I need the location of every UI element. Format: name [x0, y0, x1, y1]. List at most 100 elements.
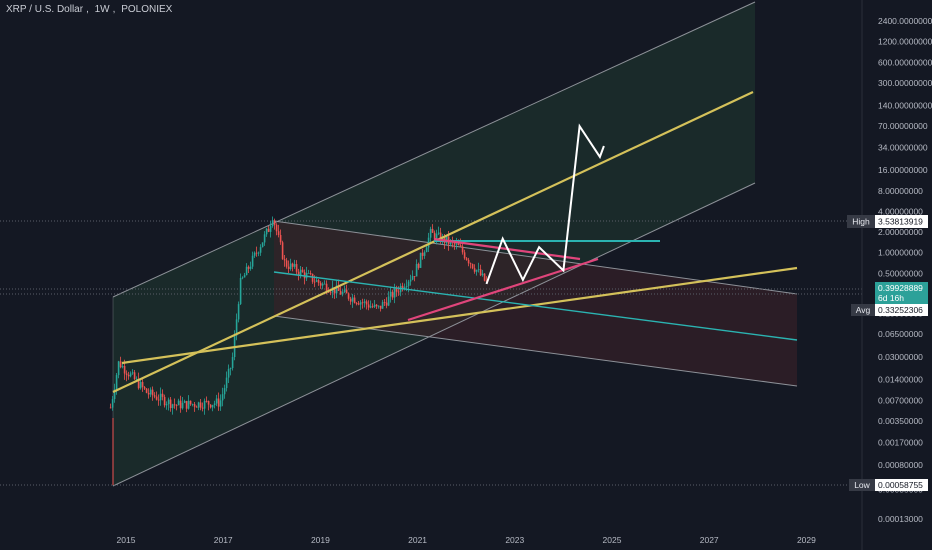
y-tick-label: 0.06500000	[878, 329, 923, 339]
candle-body	[169, 399, 172, 409]
candle-body	[121, 366, 124, 368]
candle-body	[227, 368, 230, 378]
candle-body	[263, 234, 266, 243]
candle-body	[411, 276, 414, 280]
y-tick-label: 600.00000000	[878, 57, 932, 67]
y-tick-label: 0.50000000	[878, 268, 923, 278]
candle-body	[355, 303, 358, 304]
candle-body	[357, 303, 360, 305]
candle-body	[479, 269, 482, 276]
candle-body	[213, 403, 216, 405]
candle-body	[463, 252, 466, 259]
candle-body	[339, 290, 342, 295]
candle-body	[247, 266, 250, 269]
candle-body	[431, 228, 434, 233]
candle-body	[149, 389, 152, 395]
candle-body	[157, 399, 160, 401]
lower-channel-fill	[274, 221, 797, 386]
candle-body	[315, 280, 318, 282]
candle-body	[133, 372, 136, 380]
candle-body	[281, 242, 284, 260]
candle-body	[379, 305, 382, 309]
candle-body	[129, 373, 132, 377]
interval-label[interactable]: 1W	[94, 4, 110, 15]
candle-body	[441, 236, 444, 242]
candle-body	[363, 301, 366, 303]
candle-body	[279, 235, 282, 243]
candle-body	[345, 289, 348, 294]
candle-body	[259, 247, 262, 253]
y-tick-label: 4.00000000	[878, 206, 923, 216]
x-tick-label: 2029	[797, 535, 816, 545]
candle-body	[235, 319, 238, 336]
avg-value-box	[875, 304, 928, 316]
candle-body	[167, 399, 170, 405]
avg-label-box	[851, 304, 875, 316]
candle-body	[265, 228, 268, 235]
candle-body	[165, 404, 168, 406]
candle-body	[181, 402, 184, 409]
current-price-box	[875, 282, 928, 304]
candle-body	[201, 407, 204, 409]
candle-body	[115, 375, 118, 390]
projection-path	[485, 123, 605, 285]
avg-value: 0.33252306	[878, 305, 923, 315]
y-tick-label: 300.00000000	[878, 78, 932, 88]
candle-body	[311, 273, 314, 282]
candle-body	[117, 361, 120, 376]
candles-group	[109, 216, 488, 415]
candle-body	[285, 260, 288, 267]
candle-body	[381, 302, 384, 309]
candle-body	[405, 286, 408, 288]
candle-body	[173, 404, 176, 406]
candle-body	[275, 224, 278, 232]
candle-body	[415, 263, 418, 277]
candle-body	[397, 291, 400, 293]
candle-body	[317, 280, 320, 283]
x-tick-label: 2023	[505, 535, 524, 545]
candle-body	[253, 252, 256, 256]
candle-body	[393, 288, 396, 298]
low-value-box	[875, 479, 928, 491]
candle-body	[261, 242, 264, 248]
candle-body	[299, 269, 302, 276]
candle-body	[241, 277, 244, 279]
candle-body	[251, 255, 254, 267]
candle-body	[373, 304, 376, 307]
candle-body	[391, 291, 394, 298]
yellow-trend-line-flat	[121, 266, 798, 365]
yellow-trend-line-steep	[112, 91, 754, 393]
candle-body	[419, 252, 422, 268]
candle-body	[197, 402, 200, 408]
candle-body	[267, 228, 270, 232]
candle-body	[341, 292, 344, 295]
candle-body	[321, 283, 324, 286]
candle-body	[329, 292, 332, 294]
candle-body	[453, 242, 456, 245]
upper-channel-bottom-border	[112, 182, 756, 487]
candle-body	[361, 302, 364, 304]
candle-body	[347, 293, 350, 299]
candle-body	[119, 361, 122, 368]
candle-body	[435, 233, 438, 240]
candle-body	[245, 266, 248, 276]
y-tick-label: 0.00170000	[878, 437, 923, 447]
candle-body	[137, 378, 140, 389]
candle-body	[375, 304, 378, 307]
candle-body	[351, 297, 354, 302]
candle-body	[367, 304, 370, 308]
candle-body	[365, 301, 368, 305]
candle-body	[255, 252, 258, 254]
candle-body	[287, 266, 290, 270]
y-tick-label: 140.00000000	[878, 101, 932, 111]
candle-body	[313, 281, 316, 283]
y-tick-label: 0.00700000	[878, 395, 923, 405]
candle-body	[153, 395, 156, 397]
x-tick-label: 2015	[117, 535, 136, 545]
y-tick-label: 16.00000000	[878, 165, 928, 175]
candle-body	[427, 237, 430, 248]
candle-body	[111, 399, 114, 408]
candle-body	[481, 273, 484, 276]
